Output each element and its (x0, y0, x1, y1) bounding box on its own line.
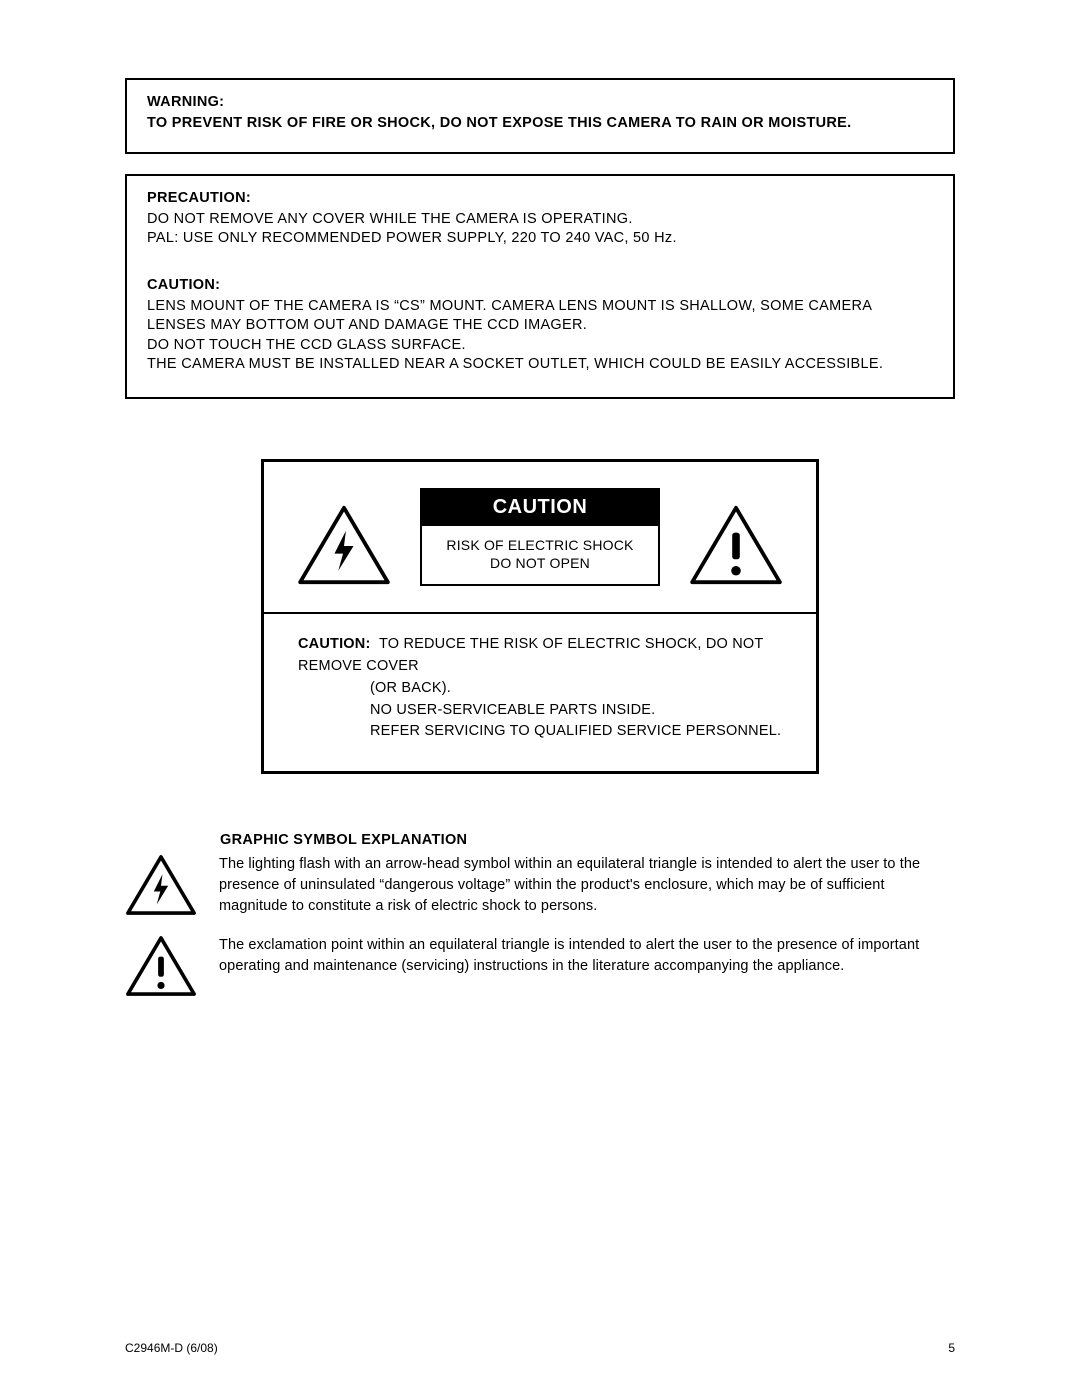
caution-panel-top: CAUTION RISK OF ELECTRIC SHOCK DO NOT OP… (264, 462, 816, 614)
caution-line-1: LENS MOUNT OF THE CAMERA IS “CS” MOUNT. … (147, 297, 933, 336)
exclamation-triangle-small-icon (125, 935, 197, 1002)
warning-text: TO PREVENT RISK OF FIRE OR SHOCK, DO NOT… (147, 114, 933, 134)
exclamation-triangle-icon (688, 504, 784, 586)
caution-black-label: CAUTION (422, 490, 658, 526)
caution-bottom-line-1: CAUTION: TO REDUCE THE RISK OF ELECTRIC … (298, 634, 782, 678)
footer-doc-id: C2946M-D (6/08) (125, 1341, 218, 1355)
lightning-triangle-icon (296, 504, 392, 586)
caution-center-block: CAUTION RISK OF ELECTRIC SHOCK DO NOT OP… (420, 488, 660, 586)
caution-sub-text: RISK OF ELECTRIC SHOCK DO NOT OPEN (422, 526, 658, 584)
caution-panel-bottom: CAUTION: TO REDUCE THE RISK OF ELECTRIC … (264, 614, 816, 771)
lightning-triangle-small-icon (125, 854, 197, 921)
graphic-symbol-explanation: GRAPHIC SYMBOL EXPLANATION The lighting … (125, 832, 955, 1002)
precaution-line-2: PAL: USE ONLY RECOMMENDED POWER SUPPLY, … (147, 229, 933, 249)
explain-title: GRAPHIC SYMBOL EXPLANATION (220, 832, 955, 848)
caution-bottom-bold: CAUTION: (298, 636, 370, 652)
caution-bottom-text-2: NO USER-SERVICEABLE PARTS INSIDE. (370, 700, 782, 722)
precaution-heading: PRECAUTION: (147, 190, 933, 206)
explain-lightning-text: The lighting flash with an arrow-head sy… (219, 854, 955, 917)
warning-heading: WARNING: (147, 94, 933, 110)
caution-bottom-text-3: REFER SERVICING TO QUALIFIED SERVICE PER… (370, 721, 782, 743)
explain-exclaim-text: The exclamation point within an equilate… (219, 935, 955, 977)
footer-page-number: 5 (948, 1341, 955, 1355)
caution-line-3: THE CAMERA MUST BE INSTALLED NEAR A SOCK… (147, 355, 933, 375)
page-footer: C2946M-D (6/08) 5 (125, 1341, 955, 1355)
explain-row-exclaim: The exclamation point within an equilate… (125, 935, 955, 1002)
caution-sub-line-2: DO NOT OPEN (426, 554, 654, 572)
caution-panel: CAUTION RISK OF ELECTRIC SHOCK DO NOT OP… (261, 459, 819, 774)
caution-heading: CAUTION: (147, 277, 933, 293)
precaution-caution-box: PRECAUTION: DO NOT REMOVE ANY COVER WHIL… (125, 174, 955, 399)
caution-sub-line-1: RISK OF ELECTRIC SHOCK (426, 536, 654, 554)
caution-line-2: DO NOT TOUCH THE CCD GLASS SURFACE. (147, 336, 933, 356)
warning-box: WARNING: TO PREVENT RISK OF FIRE OR SHOC… (125, 78, 955, 154)
caution-bottom-text-1b: (OR BACK). (370, 678, 782, 700)
explain-row-lightning: The lighting flash with an arrow-head sy… (125, 854, 955, 921)
precaution-line-1: DO NOT REMOVE ANY COVER WHILE THE CAMERA… (147, 210, 933, 230)
